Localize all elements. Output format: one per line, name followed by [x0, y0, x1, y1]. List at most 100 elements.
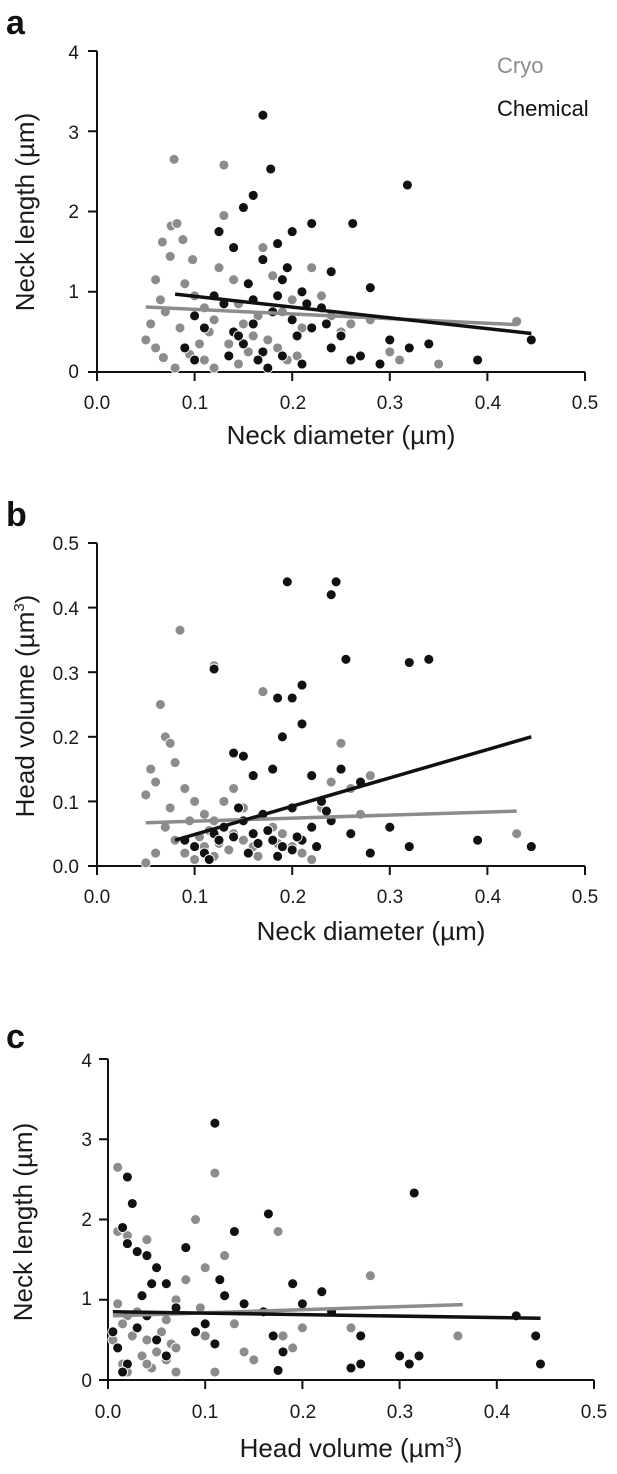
panel-b-y-tick-1: 0.1: [53, 793, 79, 814]
data-point-chemical: [296, 718, 308, 730]
data-point-chemical: [247, 189, 259, 201]
data-point-cryo: [238, 1346, 250, 1358]
data-point-cryo: [136, 1350, 148, 1362]
data-point-chemical: [276, 731, 288, 743]
panel-c-y-tick-2: 2: [81, 1210, 92, 1231]
data-point-cryo: [208, 362, 220, 374]
data-point-chemical: [276, 274, 288, 286]
data-point-chemical: [228, 831, 240, 843]
data-point-cryo: [218, 210, 230, 221]
data-point-chemical: [265, 163, 277, 175]
data-point-cryo: [306, 262, 318, 274]
data-point-chemical: [233, 330, 244, 342]
data-point-cryo: [194, 338, 205, 350]
data-point-cryo: [151, 1346, 163, 1358]
data-point-chemical: [189, 354, 201, 366]
data-point-chemical: [237, 750, 249, 762]
panel-b-x-tick-5: 0.5: [572, 887, 598, 908]
data-point-chemical: [257, 254, 269, 266]
data-point-cryo: [126, 1330, 138, 1342]
data-point-cryo: [150, 847, 162, 859]
data-point-chemical: [107, 1326, 119, 1338]
data-point-chemical: [121, 1358, 133, 1370]
data-point-chemical: [199, 1318, 211, 1330]
data-point-cryo: [257, 242, 269, 254]
data-point-chemical: [306, 821, 318, 833]
data-point-cryo: [345, 318, 357, 330]
data-point-chemical: [151, 1334, 163, 1346]
panel-a-x-tick-4: 0.4: [475, 393, 502, 414]
data-point-chemical: [345, 354, 357, 366]
data-point-chemical: [136, 1290, 148, 1302]
data-point-chemical: [330, 576, 342, 588]
data-point-cryo: [174, 322, 186, 334]
panel-b-y-tick-3: 0.3: [53, 664, 79, 685]
data-point-chemical: [233, 802, 244, 814]
data-point-chemical: [325, 266, 337, 278]
data-point-cryo: [169, 362, 181, 374]
panel-a-series-chemical: [179, 109, 537, 374]
data-point-cryo: [198, 808, 210, 820]
panel-c-y-tick-0: 0: [81, 1371, 92, 1392]
data-point-cryo: [164, 737, 176, 749]
panel-b-y-axis-title-sup: 3: [11, 603, 28, 611]
data-point-cryo: [345, 1322, 357, 1334]
panel-b-x-axis-title: Neck diameter (µm): [257, 916, 486, 946]
data-point-chemical: [257, 346, 269, 358]
data-point-cryo: [179, 783, 191, 794]
panel-c-x-axis-title-end: ): [454, 1433, 463, 1463]
panel-b-y-tick-5: 0.5: [53, 534, 79, 555]
data-point-chemical: [535, 1358, 546, 1370]
data-point-chemical: [286, 314, 298, 326]
data-point-cryo: [164, 802, 176, 814]
data-point-cryo: [218, 159, 230, 171]
data-point-cryo: [179, 278, 191, 290]
panel-b-x-tick-4: 0.4: [475, 887, 502, 908]
data-point-cryo: [171, 218, 183, 229]
data-point-chemical: [384, 821, 396, 833]
data-point-chemical: [228, 747, 240, 759]
data-point-cryo: [228, 1318, 240, 1330]
data-point-chemical: [384, 334, 396, 346]
panel-b-x-tick-0: 0.0: [84, 887, 110, 908]
data-point-chemical: [180, 1242, 192, 1254]
data-point-cryo: [228, 274, 240, 286]
data-point-cryo: [156, 1326, 167, 1338]
panel-c-y-axis-title: Neck length (µm): [8, 1123, 38, 1321]
data-point-cryo: [252, 850, 264, 862]
data-point-chemical: [237, 338, 249, 350]
panel-c-x-axis-title-sup: 3: [445, 1434, 453, 1451]
panel-c-y-ticks: 4 3 2 1 0: [81, 1051, 92, 1392]
data-point-chemical: [262, 1208, 274, 1220]
data-point-chemical: [214, 1274, 226, 1286]
data-point-chemical: [272, 692, 284, 704]
data-point-cryo: [150, 776, 162, 788]
data-point-cryo: [218, 795, 230, 807]
data-point-cryo: [223, 338, 235, 350]
data-point-cryo: [262, 334, 274, 346]
data-point-chemical: [219, 1290, 231, 1302]
data-point-cryo: [325, 776, 337, 788]
panel-b-x-tick-1: 0.1: [182, 887, 208, 908]
data-point-chemical: [413, 1350, 425, 1362]
panel-c-x-ticks: 0.0 0.1 0.2 0.3 0.4 0.5: [95, 1402, 607, 1423]
data-point-chemical: [287, 1278, 299, 1290]
data-point-cryo: [223, 844, 235, 856]
data-point-chemical: [345, 1362, 357, 1374]
data-point-chemical: [247, 770, 259, 782]
data-point-chemical: [355, 350, 366, 362]
data-point-cryo: [219, 1250, 231, 1262]
data-point-chemical: [209, 1338, 221, 1350]
data-point-chemical: [272, 850, 284, 862]
panel-a-y-ticks: 4 3 2 1 0: [68, 43, 79, 383]
data-point-chemical: [286, 692, 298, 704]
panel-c-y-tick-3: 3: [81, 1130, 92, 1151]
data-point-chemical: [374, 358, 386, 370]
data-point-chemical: [364, 847, 376, 859]
data-point-chemical: [267, 834, 279, 846]
data-point-cryo: [180, 1274, 192, 1286]
data-point-cryo: [112, 1161, 124, 1173]
data-point-chemical: [257, 109, 269, 121]
data-point-chemical: [189, 841, 201, 853]
data-point-cryo: [228, 783, 240, 794]
